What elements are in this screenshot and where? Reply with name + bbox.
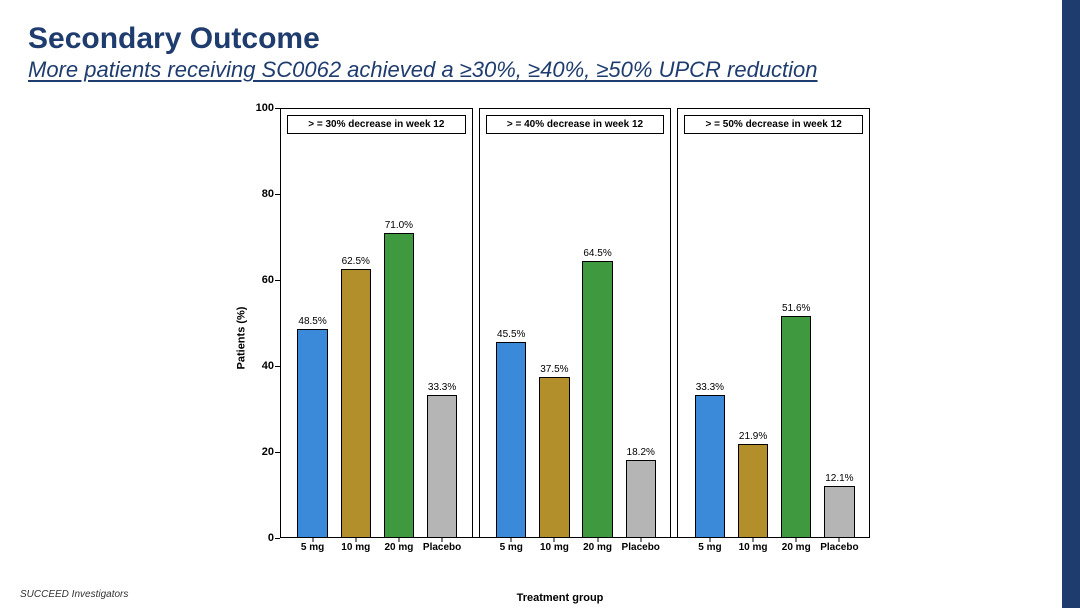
x-tick-mark: [554, 538, 555, 542]
chart-panel: > = 30% decrease in week 1248.5%5 mg62.5…: [280, 108, 473, 538]
x-tick-mark: [753, 538, 754, 542]
page-title: Secondary Outcome: [28, 22, 818, 55]
bar: [781, 316, 811, 538]
x-tick-mark: [398, 538, 399, 542]
bar: [297, 329, 327, 538]
x-tick-mark: [640, 538, 641, 542]
chart-panel: > = 40% decrease in week 1245.5%5 mg37.5…: [479, 108, 672, 538]
bar: [496, 342, 526, 538]
bar: [341, 269, 371, 538]
bar-value-label: 12.1%: [814, 473, 864, 484]
bar-value-label: 33.3%: [417, 382, 467, 393]
bar: [695, 395, 725, 538]
bar-value-label: 37.5%: [529, 364, 579, 375]
x-tick-mark: [597, 538, 598, 542]
bar-value-label: 48.5%: [288, 316, 338, 327]
footer-note: SUCCEED Investigators: [20, 589, 128, 600]
bar: [539, 377, 569, 538]
panel-title: > = 30% decrease in week 12: [287, 115, 466, 134]
x-tick-mark: [839, 538, 840, 542]
bar-value-label: 18.2%: [616, 447, 666, 458]
bar-value-label: 62.5%: [331, 256, 381, 267]
bar: [582, 261, 612, 538]
panel-title: > = 40% decrease in week 12: [486, 115, 665, 134]
x-tick-mark: [796, 538, 797, 542]
x-tick-mark: [442, 538, 443, 542]
x-tick-mark: [355, 538, 356, 542]
x-tick-mark: [511, 538, 512, 542]
bar-value-label: 45.5%: [486, 329, 536, 340]
bar-value-label: 64.5%: [573, 248, 623, 259]
bar: [824, 486, 854, 538]
bar: [427, 395, 457, 538]
bar: [626, 460, 656, 538]
side-stripe: [1062, 0, 1080, 608]
chart-panel: > = 50% decrease in week 1233.3%5 mg21.9…: [677, 108, 870, 538]
chart: Patients (%) Treatment group 02040608010…: [250, 108, 870, 568]
page-subtitle: More patients receiving SC0062 achieved …: [28, 57, 818, 83]
x-tick-mark: [312, 538, 313, 542]
x-tick-mark: [709, 538, 710, 542]
title-block: Secondary Outcome More patients receivin…: [28, 22, 818, 83]
x-axis-label: Treatment group: [250, 592, 870, 604]
bar: [738, 444, 768, 538]
bar: [384, 233, 414, 538]
bar-value-label: 71.0%: [374, 220, 424, 231]
bar-value-label: 21.9%: [728, 431, 778, 442]
bar-value-label: 51.6%: [771, 303, 821, 314]
plot-area: 020406080100> = 30% decrease in week 124…: [280, 108, 870, 538]
panel-title: > = 50% decrease in week 12: [684, 115, 863, 134]
y-tick-mark: [275, 538, 280, 539]
y-axis-label: Patients (%): [235, 307, 247, 370]
bar-value-label: 33.3%: [685, 382, 735, 393]
